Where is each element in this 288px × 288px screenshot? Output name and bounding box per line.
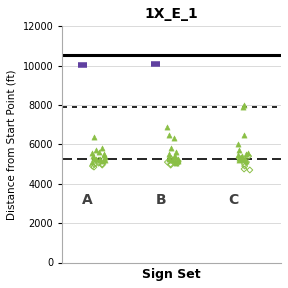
Point (100, 163, 105, 167)
Point (94, 156, 98, 161)
Point (246, 154, 251, 158)
Point (102, 153, 106, 158)
Point (172, 136, 176, 141)
Point (236, 142, 241, 147)
Point (241, 105, 245, 109)
Point (237, 156, 242, 160)
Point (90, 151, 95, 156)
Point (169, 146, 174, 151)
Point (167, 156, 172, 160)
Point (175, 161, 180, 165)
Point (243, 159, 248, 163)
Point (236, 153, 241, 158)
Point (176, 159, 181, 163)
Point (97, 158, 101, 162)
Point (92, 165, 96, 169)
Point (239, 155, 243, 160)
Point (173, 150, 178, 155)
Point (244, 152, 249, 157)
Point (236, 156, 241, 160)
Point (166, 152, 171, 157)
Point (103, 155, 107, 160)
Point (169, 157, 173, 162)
Point (240, 154, 244, 158)
Point (247, 168, 252, 172)
Point (98, 157, 103, 162)
Point (90, 160, 94, 164)
Text: A: A (82, 192, 93, 206)
Point (168, 162, 173, 166)
Point (97, 150, 101, 155)
X-axis label: Sign Set: Sign Set (142, 268, 201, 281)
Point (168, 158, 173, 162)
Point (242, 164, 247, 168)
Y-axis label: Distance from Start Point (ft): Distance from Start Point (ft) (7, 69, 17, 220)
Point (244, 160, 249, 164)
Point (90, 154, 95, 158)
Point (96, 161, 101, 165)
Point (171, 158, 176, 162)
Point (167, 156, 172, 161)
Title: 1X_E_1: 1X_E_1 (145, 7, 198, 21)
Point (242, 167, 247, 171)
Point (242, 103, 247, 107)
Point (97, 160, 102, 164)
Point (168, 156, 173, 160)
Text: B: B (156, 192, 166, 206)
Point (242, 132, 247, 137)
Point (175, 159, 180, 163)
Point (167, 132, 171, 137)
Point (93, 148, 98, 153)
Point (174, 161, 178, 165)
Point (92, 156, 96, 160)
Point (176, 157, 180, 162)
Point (239, 158, 244, 162)
Point (102, 152, 107, 157)
Point (100, 162, 105, 166)
Point (242, 162, 247, 166)
Point (92, 134, 96, 139)
Point (173, 160, 177, 164)
Point (101, 158, 106, 163)
Point (164, 124, 169, 129)
Point (236, 158, 241, 162)
Point (102, 158, 107, 162)
Point (172, 155, 177, 160)
Point (241, 157, 246, 162)
Point (237, 148, 241, 153)
Point (242, 156, 247, 161)
Point (173, 154, 177, 158)
Point (100, 146, 104, 151)
Point (92, 162, 96, 167)
Point (90, 164, 95, 168)
Point (168, 163, 173, 167)
Text: C: C (229, 192, 239, 206)
Point (165, 160, 170, 164)
Point (245, 151, 250, 156)
